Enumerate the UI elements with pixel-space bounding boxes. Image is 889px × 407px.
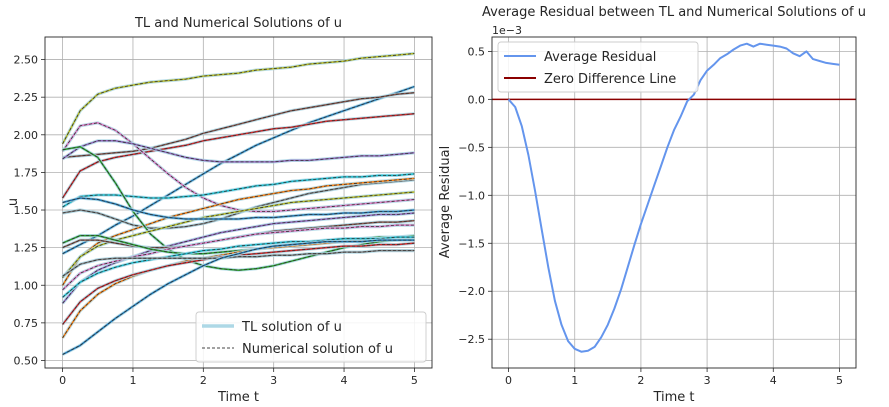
chart-right-x-ticks: 0 1 2 3 4 5 bbox=[505, 368, 843, 387]
chart-right-title: Average Residual between TL and Numerica… bbox=[482, 5, 866, 20]
numerical-solution-line bbox=[62, 146, 415, 271]
x-tick-label: 1 bbox=[129, 374, 136, 387]
numerical-solution-line bbox=[62, 220, 415, 249]
x-tick-label: 5 bbox=[836, 374, 843, 387]
numerical-solution-line bbox=[62, 191, 415, 278]
chart-left-series bbox=[61, 51, 415, 356]
chart-left-x-axis-label: Time t bbox=[217, 390, 259, 405]
numerical-solution-line bbox=[62, 178, 415, 286]
x-tick-label: 0 bbox=[505, 374, 512, 387]
numerical-solution-line bbox=[62, 53, 415, 144]
x-tick-label: 2 bbox=[200, 374, 207, 387]
solution-line bbox=[62, 91, 415, 159]
y-tick-label: 1.25 bbox=[14, 242, 39, 255]
legend-label-tl-solution: TL solution of u bbox=[241, 320, 342, 335]
chart-right-legend-box bbox=[497, 41, 699, 93]
y-tick-label: 1.75 bbox=[14, 166, 39, 179]
chart-left-legend: TL solution of u Numerical solution of u bbox=[195, 311, 427, 363]
y-tick-label: 1.50 bbox=[14, 204, 39, 217]
chart-left-axes-frame bbox=[44, 36, 433, 369]
chart-right-y-ticks: −2.5 −2.0 −1.5 −1.0 −0.5 0.0 0.5 bbox=[458, 45, 492, 346]
y-tick-label: −0.5 bbox=[458, 141, 485, 154]
y-tick-label: −1.5 bbox=[458, 237, 485, 250]
y-tick-label: 0.50 bbox=[14, 354, 39, 367]
legend-label-numerical-solution: Numerical solution of u bbox=[242, 342, 393, 357]
chart-left-y-axis-label: u bbox=[6, 198, 21, 206]
x-tick-label: 3 bbox=[270, 374, 277, 387]
chart-left-y-ticks: 0.50 0.75 1.00 1.25 1.50 1.75 2.00 2.25 2.50 bbox=[14, 54, 45, 367]
y-tick-label: −1.0 bbox=[458, 189, 485, 202]
y-tick-label: −2.0 bbox=[458, 285, 485, 298]
numerical-solution-line bbox=[62, 250, 415, 277]
legend-label-zero-difference: Zero Difference Line bbox=[544, 72, 676, 87]
x-tick-label: 5 bbox=[411, 374, 418, 387]
numerical-solution-line bbox=[62, 140, 415, 163]
x-tick-label: 0 bbox=[59, 374, 66, 387]
chart-right-legend: Average Residual Zero Difference Line bbox=[497, 41, 699, 93]
numerical-solution-line bbox=[62, 197, 415, 220]
y-tick-label: 2.00 bbox=[14, 129, 39, 142]
chart-left-legend-box bbox=[195, 311, 427, 363]
chart-right-axes-frame bbox=[491, 36, 857, 369]
x-tick-label: 3 bbox=[704, 374, 711, 387]
chart-right-x-axis-label: Time t bbox=[652, 390, 694, 405]
x-tick-label: 4 bbox=[770, 374, 777, 387]
chart-right-y-axis-label: Average Residual bbox=[438, 146, 453, 258]
y-tick-label: −2.5 bbox=[458, 333, 485, 346]
numerical-solution-line bbox=[62, 236, 415, 298]
chart-left-x-ticks: 0 1 2 3 4 5 bbox=[59, 368, 418, 387]
numerical-solution-line bbox=[62, 239, 415, 355]
y-tick-label: 2.50 bbox=[14, 54, 39, 67]
y-tick-label: 0.0 bbox=[468, 93, 486, 106]
chart-left-title: TL and Numerical Solutions of u bbox=[134, 16, 342, 31]
chart-right: Average Residual between TL and Numerica… bbox=[438, 5, 866, 405]
chart-left: TL and Numerical Solutions of u 0 1 2 3 4 5 0… bbox=[6, 16, 433, 405]
average-residual-line bbox=[507, 42, 840, 353]
numerical-solution-line bbox=[62, 113, 415, 199]
chart-right-series bbox=[507, 42, 840, 353]
y-tick-label: 0.5 bbox=[468, 45, 486, 58]
y-tick-label: 1.00 bbox=[14, 279, 39, 292]
x-tick-label: 2 bbox=[637, 374, 644, 387]
numerical-solution-line bbox=[62, 173, 415, 208]
chart-right-y-scale-label: 1e−3 bbox=[492, 24, 522, 37]
y-tick-label: 2.25 bbox=[14, 91, 39, 104]
numerical-solution-line bbox=[62, 212, 415, 304]
legend-label-average-residual: Average Residual bbox=[544, 50, 656, 65]
y-tick-label: 0.75 bbox=[14, 317, 39, 330]
x-tick-label: 1 bbox=[571, 374, 578, 387]
x-tick-label: 4 bbox=[341, 374, 348, 387]
